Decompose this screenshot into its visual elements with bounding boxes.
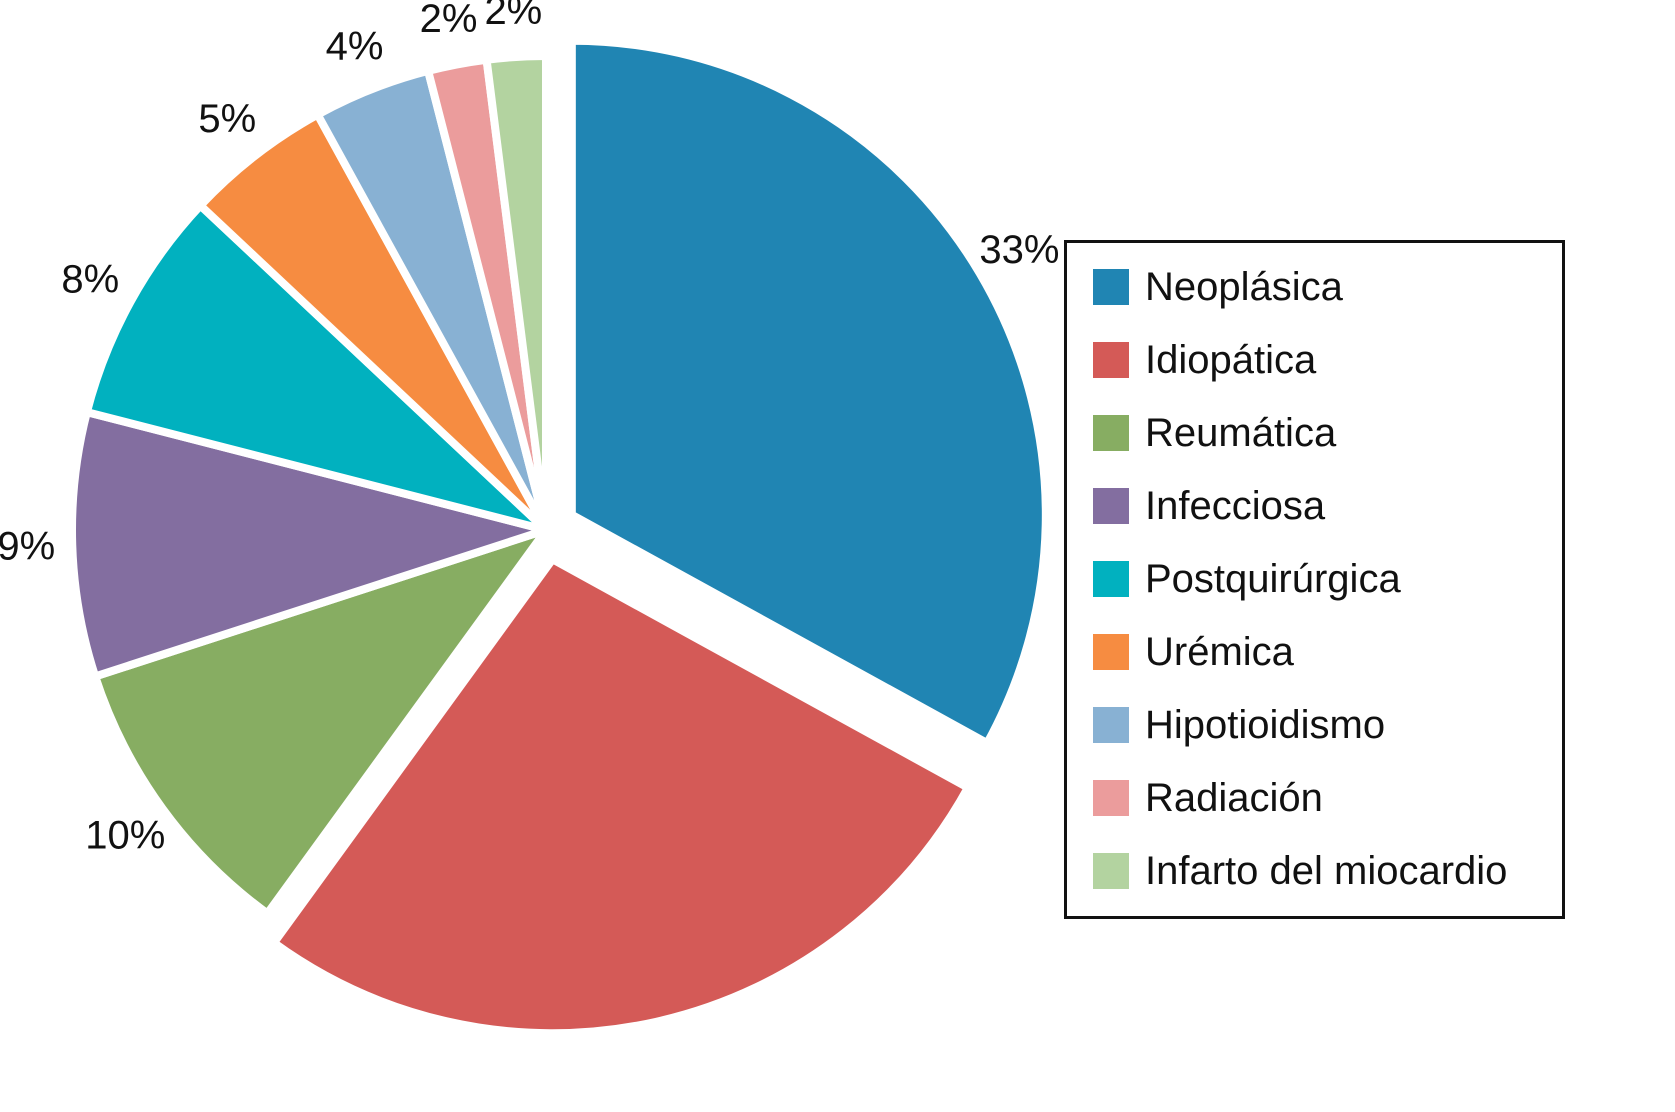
legend-label: Urémica bbox=[1145, 629, 1294, 674]
pie-slice-infecciosa bbox=[68, 407, 561, 682]
slice-label-postquirurgica: 8% bbox=[61, 257, 119, 301]
slice-label-neoplasica: 33% bbox=[979, 228, 1059, 272]
legend-swatch bbox=[1093, 415, 1129, 451]
legend-item-postquirurgica: Postquirúrgica bbox=[1093, 557, 1401, 601]
pie-slice-neoplasica bbox=[567, 36, 1050, 749]
legend-item-infarto-del-miocardio: Infarto del miocardio bbox=[1093, 849, 1507, 893]
slice-label-infecciosa: 9% bbox=[0, 524, 55, 568]
slice-label-reumatica: 10% bbox=[85, 814, 165, 858]
pie-chart: 33%27%10%9%8%5%4%2%2% bbox=[0, 0, 1060, 1038]
legend-swatch bbox=[1093, 269, 1129, 305]
pie-labels: 33%27%10%9%8%5%4%2%2% bbox=[0, 0, 1059, 858]
legend-swatch bbox=[1093, 707, 1129, 743]
pie-slice-idiopatica bbox=[268, 554, 974, 1038]
legend-swatch bbox=[1093, 488, 1129, 524]
chart-legend: Neoplásica Idiopática Reumática Infecciosa P… bbox=[1064, 240, 1565, 919]
legend-label: Infecciosa bbox=[1145, 483, 1326, 528]
legend-item-idiopatica: Idiopática bbox=[1093, 338, 1316, 382]
pie-slice-reumatica bbox=[90, 522, 557, 920]
legend-item-radiacion: Radiación bbox=[1093, 776, 1323, 820]
legend-item-infecciosa: Infecciosa bbox=[1093, 484, 1325, 528]
legend-swatch bbox=[1093, 853, 1129, 889]
slice-label-radiacion: 2% bbox=[420, 0, 478, 41]
legend-label: Postquirúrgica bbox=[1145, 556, 1401, 601]
legend-item-uremica: Urémica bbox=[1093, 630, 1294, 674]
pie-slice-postquirurgica bbox=[82, 199, 549, 534]
legend-swatch bbox=[1093, 634, 1129, 670]
legend-item-hipotioidismo: Hipotioidismo bbox=[1093, 703, 1385, 747]
legend-label: Reumática bbox=[1145, 410, 1337, 455]
legend-swatch bbox=[1093, 342, 1129, 378]
slice-label-hipotioidismo: 4% bbox=[326, 25, 384, 69]
slice-label-uremica: 5% bbox=[198, 97, 256, 141]
legend-item-reumatica: Reumática bbox=[1093, 411, 1336, 455]
pie-slice-infarto-del-miocardio bbox=[482, 51, 550, 531]
legend-swatch bbox=[1093, 780, 1129, 816]
pie-slices bbox=[68, 36, 1050, 1038]
legend-label: Infarto del miocardio bbox=[1145, 848, 1508, 893]
legend-label: Idiopática bbox=[1145, 337, 1317, 382]
legend-label: Radiación bbox=[1145, 775, 1323, 820]
legend-swatch bbox=[1093, 561, 1129, 597]
legend-item-neoplasica: Neoplásica bbox=[1093, 265, 1343, 309]
slice-label-infarto-del-miocardio: 2% bbox=[484, 0, 542, 33]
legend-label: Neoplásica bbox=[1145, 264, 1343, 309]
legend-label: Hipotioidismo bbox=[1145, 702, 1386, 747]
